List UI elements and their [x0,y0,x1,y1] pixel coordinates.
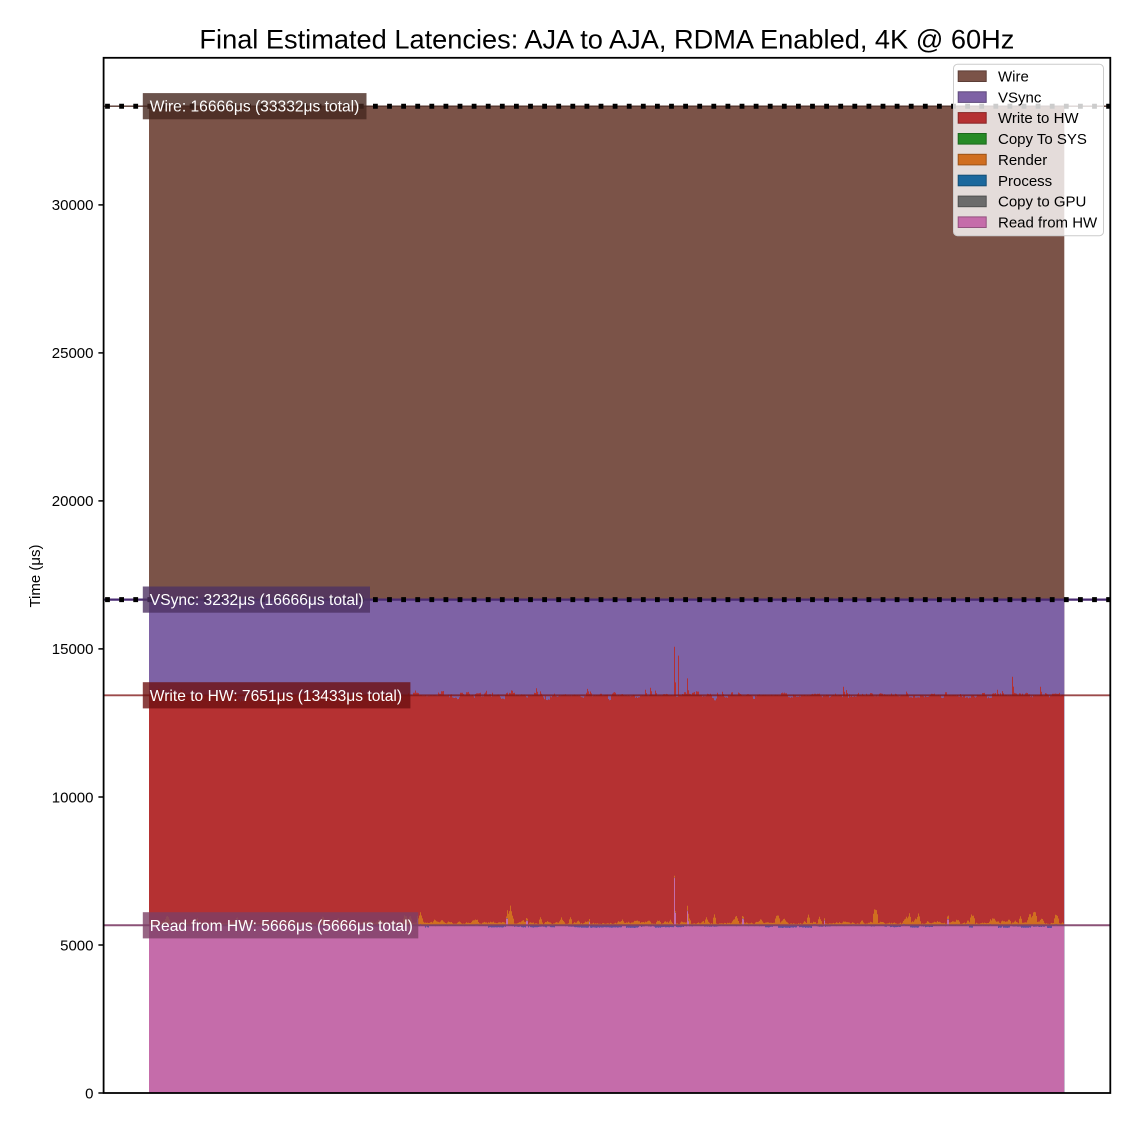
svg-text:Read from HW: Read from HW [998,215,1098,232]
svg-text:0: 0 [85,1085,93,1102]
svg-text:Render: Render [998,152,1047,169]
svg-text:VSync: VSync [998,89,1042,106]
svg-text:25000: 25000 [52,345,94,362]
svg-text:20000: 20000 [52,493,94,510]
svg-text:Copy To SYS: Copy To SYS [998,131,1087,148]
svg-text:15000: 15000 [52,641,94,658]
svg-text:Wire: 16666μs (33332μs total): Wire: 16666μs (33332μs total) [150,99,360,116]
svg-text:Process: Process [998,173,1052,190]
svg-text:Time (μs): Time (μs) [27,544,44,607]
svg-text:VSync: 3232μs (16666μs total): VSync: 3232μs (16666μs total) [150,592,364,609]
svg-text:30000: 30000 [52,197,94,214]
svg-text:Final Estimated Latencies: AJA: Final Estimated Latencies: AJA to AJA, R… [199,24,1014,55]
svg-text:5000: 5000 [60,937,93,954]
svg-text:Write to HW: Write to HW [998,110,1079,127]
svg-text:Copy to GPU: Copy to GPU [998,194,1086,211]
svg-text:Read from HW: 5666μs (5666μs t: Read from HW: 5666μs (5666μs total) [150,918,413,935]
svg-text:Write to HW: 7651μs (13433μs t: Write to HW: 7651μs (13433μs total) [150,688,402,705]
svg-text:10000: 10000 [52,789,94,806]
svg-text:Wire: Wire [998,69,1029,86]
